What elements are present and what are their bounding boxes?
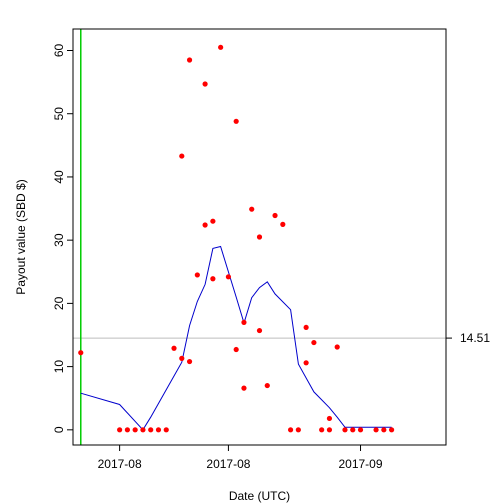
- data-point: [373, 427, 379, 433]
- data-point: [218, 44, 224, 50]
- data-point: [287, 427, 294, 433]
- data-point: [256, 327, 263, 334]
- plot-content: [73, 29, 446, 445]
- data-point: [202, 222, 208, 228]
- data-point: [381, 427, 387, 433]
- data-point: [117, 427, 123, 433]
- data-point: [241, 319, 247, 325]
- data-point: [163, 427, 169, 433]
- data-point: [326, 415, 333, 422]
- data-point: [350, 427, 356, 433]
- x-axis-title: Date (UTC): [229, 489, 290, 503]
- x-tick-label: 2017-09: [338, 457, 382, 471]
- data-point: [311, 339, 317, 346]
- y-axis: 0 10 20 30 40 50 60: [52, 44, 74, 433]
- data-point: [233, 346, 239, 353]
- x-tick-label: 2017-08: [98, 457, 142, 471]
- data-point: [140, 427, 146, 433]
- data-point: [186, 358, 193, 365]
- data-point: [326, 427, 333, 433]
- x-axis: 2017-08 2017-08 2017-09: [98, 444, 383, 471]
- data-point: [342, 427, 348, 433]
- y-tick-label: 30: [52, 233, 66, 247]
- data-point: [256, 234, 263, 240]
- y-tick-label: 60: [52, 44, 66, 58]
- data-point: [241, 385, 247, 391]
- reference-line-label-group: 14.51: [446, 331, 490, 345]
- y-tick-label: 50: [52, 107, 66, 121]
- data-point: [179, 355, 185, 361]
- data-point: [319, 427, 325, 433]
- data-point: [357, 427, 364, 433]
- data-point: [132, 427, 138, 433]
- data-point: [280, 221, 286, 227]
- data-point: [303, 360, 309, 366]
- data-point: [155, 427, 162, 433]
- y-axis-title: Payout value (SBD $): [14, 179, 28, 294]
- reference-line-label: 14.51: [460, 331, 490, 345]
- data-point: [272, 212, 278, 219]
- data-point: [249, 206, 255, 212]
- data-point: [194, 272, 200, 278]
- data-point: [124, 427, 130, 433]
- data-point: [295, 427, 301, 433]
- data-point: [334, 344, 340, 350]
- data-point: [210, 218, 216, 224]
- data-point: [264, 382, 270, 389]
- data-point: [303, 324, 309, 331]
- data-point: [148, 427, 154, 433]
- data-point: [186, 57, 193, 63]
- y-tick-label: 0: [52, 426, 66, 433]
- data-point: [233, 118, 239, 124]
- y-tick-label: 20: [52, 296, 66, 310]
- data-point: [210, 276, 216, 282]
- x-tick-label: 2017-08: [206, 457, 250, 471]
- data-point: [202, 81, 208, 87]
- data-point: [225, 274, 232, 280]
- data-point: [389, 427, 395, 433]
- data-point: [179, 153, 185, 159]
- data-point: [171, 345, 177, 351]
- y-tick-label: 10: [52, 360, 66, 374]
- y-tick-label: 40: [52, 170, 66, 184]
- data-point: [78, 350, 84, 356]
